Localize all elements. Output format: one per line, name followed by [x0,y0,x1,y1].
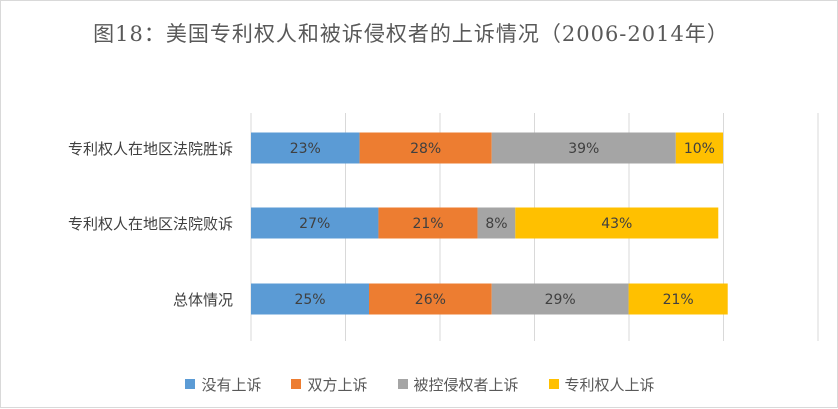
data-label: 27% [299,216,330,232]
bar-segment [675,132,723,164]
bar-segment [378,207,478,239]
legend-label: 双方上诉 [307,375,368,394]
data-label: 23% [290,141,321,157]
bar-segment [491,283,629,315]
bar-segment [251,132,360,164]
bar-segment [515,207,719,239]
data-label: 26% [415,292,446,308]
data-label: 25% [294,292,325,308]
category-label: 总体情况 [173,291,233,309]
data-label: 29% [545,292,576,308]
legend-item: 双方上诉 [291,374,368,395]
legend-swatch [291,379,302,389]
category-label: 专利权人在地区法院胜诉 [68,140,233,158]
bar-segment [359,132,492,164]
legend: 没有上诉 双方上诉 被控侵权者上诉 专利权人上诉 [1,371,838,397]
bar-segment [477,207,516,239]
legend-swatch [397,379,408,389]
bar-segment [251,283,369,315]
bar-segment [369,283,492,315]
data-label: 10% [684,141,715,157]
legend-swatch [185,379,196,389]
data-label: 21% [663,292,694,308]
legend-label: 专利权人上诉 [564,375,655,394]
bar-segment [628,283,728,315]
data-label: 21% [412,216,443,232]
data-label: 28% [410,141,441,157]
category-label: 专利权人在地区法院败诉 [68,215,233,233]
legend-label: 没有上诉 [201,375,262,394]
data-label: 8% [485,216,507,232]
data-label: 39% [568,141,599,157]
legend-swatch [548,379,559,389]
legend-label: 被控侵权者上诉 [413,375,519,394]
legend-item: 没有上诉 [185,374,261,395]
bar-segment [251,207,379,239]
legend-item: 被控侵权者上诉 [397,374,519,395]
chart-title: 图18：美国专利权人和被诉侵权者的上诉情况（2006-2014年） [93,22,729,46]
bar-segment [491,132,676,164]
legend-item: 专利权人上诉 [548,374,655,395]
data-label: 43% [601,216,632,232]
